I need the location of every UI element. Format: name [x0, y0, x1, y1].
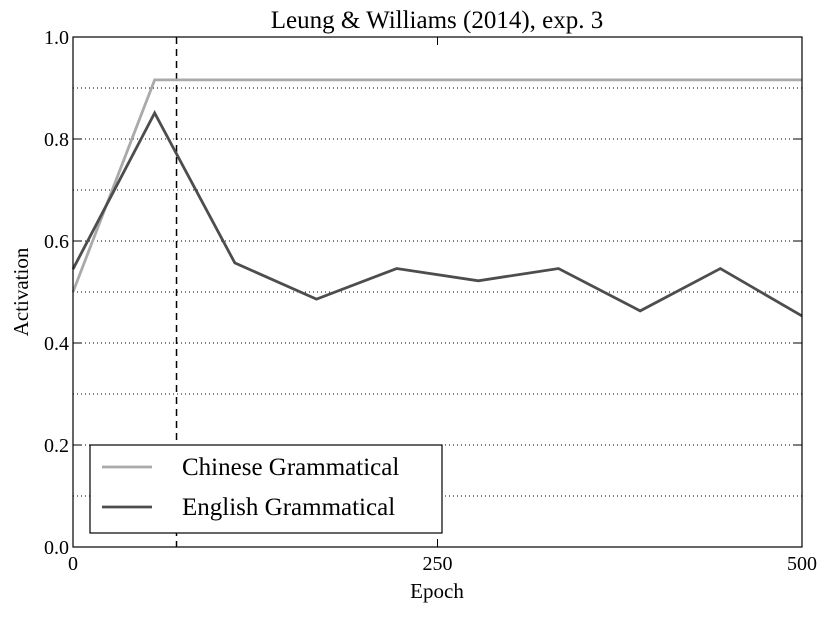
- y-tick-label: 0.8: [44, 129, 69, 151]
- x-tick-label: 250: [423, 553, 453, 575]
- series-line: [71, 109, 803, 318]
- legend-label: English Grammatical: [182, 494, 395, 521]
- x-tick-label: 0: [68, 553, 78, 575]
- y-axis-label: Activation: [9, 247, 33, 336]
- x-tick-label: 500: [787, 553, 817, 575]
- series-line: [71, 78, 802, 293]
- y-tick-label: 0.2: [44, 435, 69, 457]
- legend-box: [89, 444, 443, 534]
- y-tick-label: 0.4: [44, 333, 69, 355]
- x-axis-label: Epoch: [410, 579, 464, 603]
- y-tick-label: 1.0: [44, 27, 69, 49]
- y-tick-label: 0.0: [44, 537, 69, 559]
- legend-label: Chinese Grammatical: [182, 454, 399, 481]
- y-tick-label: 0.6: [44, 231, 69, 253]
- plot-frame: [72, 36, 803, 548]
- chart-title: Leung & Williams (2014), exp. 3: [271, 7, 604, 34]
